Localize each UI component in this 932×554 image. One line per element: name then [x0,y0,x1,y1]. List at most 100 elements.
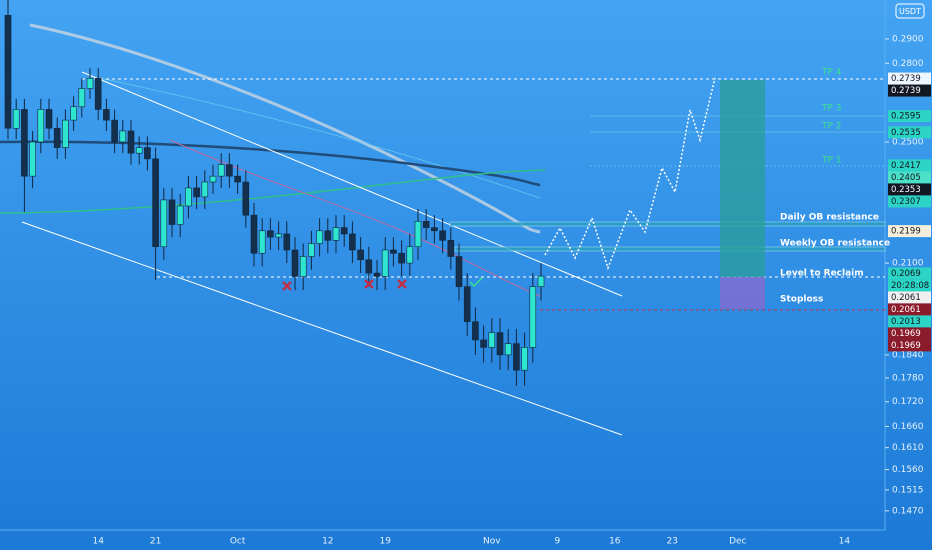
price-label-bg [888,195,931,208]
candle-body [365,259,373,274]
candle-body [398,252,405,264]
x-tick-label: 14 [839,537,851,547]
price-label: 0.2595 [891,112,921,122]
x-tick-label: 16 [609,537,621,547]
candle-body [537,275,545,287]
y-tick-label: 0.1470 [892,506,924,516]
candle-body [390,249,397,254]
candle-body [70,106,77,121]
zone-label: Stoploss [780,295,823,305]
x-tick-label: 21 [150,537,161,547]
price-label-bg [888,110,931,123]
candle-body [53,127,61,148]
channel-top [81,71,623,297]
candle-body [111,119,118,143]
candle-body [103,109,110,121]
candle-body [12,109,20,129]
candle-body [258,230,266,254]
y-tick-label: 0.1610 [892,443,924,453]
candle-body [463,286,471,323]
candle-body [86,78,94,89]
candle-body [455,256,463,287]
price-label-bg [888,303,931,316]
candle-body [250,214,258,254]
candle-body [78,88,86,108]
candle-body [340,227,348,235]
candle-body [521,347,528,371]
candle-body [324,230,332,241]
candle-body [21,109,28,177]
price-label-bg [888,159,931,172]
candle-body [193,187,200,198]
y-tick-label: 0.1840 [892,350,924,360]
zone-label: Weekly OB resistance [780,239,890,249]
price-label-bg [888,327,931,340]
price-label-bg [888,126,931,139]
moving-average [169,139,541,297]
candle-body [160,199,168,248]
x-tick-label: 14 [92,537,104,547]
price-label: 0.2353 [891,185,921,195]
price-label: 0.2417 [891,161,921,171]
x-marker [364,279,374,289]
y-tick-label: 0.2800 [892,59,924,69]
y-tick-label: 0.2900 [892,34,924,44]
price-label: 0.2739 [891,86,921,96]
y-tick-label: 0.2500 [892,137,924,147]
candle-body [37,109,45,143]
candle-body [422,221,430,228]
price-label: 0.1969 [891,341,921,351]
x-tick-label: 19 [379,537,391,547]
candle-body [135,147,143,154]
y-tick-label: 0.1560 [892,465,924,475]
zone-label: Level to Reclaim [780,269,864,279]
candle-body [152,158,159,248]
candle-body [513,343,520,371]
candle-body [217,164,225,177]
y-tick-label: 0.1660 [892,422,924,432]
price-label-bg [888,171,931,184]
candle-body [447,240,455,257]
candle-body [480,339,487,348]
currency-badge[interactable] [895,3,925,19]
y-tick-label: 0.1515 [892,485,924,495]
candle-body [267,230,274,238]
candle-body [185,187,192,207]
price-label: 0.2069 [891,269,921,279]
risk-zone [720,277,765,309]
target-zone [720,80,765,277]
candle-body [316,230,323,244]
candle-body [176,205,184,225]
currency-label[interactable]: USDT [899,7,921,16]
candle-body [45,109,53,129]
price-label-bg [888,72,931,85]
x-marker [397,279,407,289]
candle-body [431,227,438,232]
tp-label: TP 3 [821,104,842,114]
candle-body [406,246,414,264]
candle-body [299,256,307,277]
x-tick-label: Dec [729,537,746,547]
candle-body [439,230,446,241]
channel-bottom [21,221,623,436]
moving-average [0,140,541,187]
x-marker [282,281,292,291]
check-marker [469,277,483,288]
candle-body [275,233,282,238]
y-tick-label: 0.1720 [892,397,924,407]
moving-average [99,77,541,199]
price-label-bg [888,339,931,352]
tp-label: TP 1 [821,156,842,166]
countdown-label-bg [888,279,931,292]
price-label: 0.2013 [891,317,921,327]
tp-label: TP 2 [821,122,842,132]
candle-body [349,233,356,251]
moving-average [0,169,546,214]
weekly-ob-zone [454,246,886,252]
x-markers [282,279,407,291]
candle-body [529,286,537,348]
price-label-bg [888,225,931,238]
x-tick-label: 9 [555,537,561,547]
candle-body [201,181,209,198]
